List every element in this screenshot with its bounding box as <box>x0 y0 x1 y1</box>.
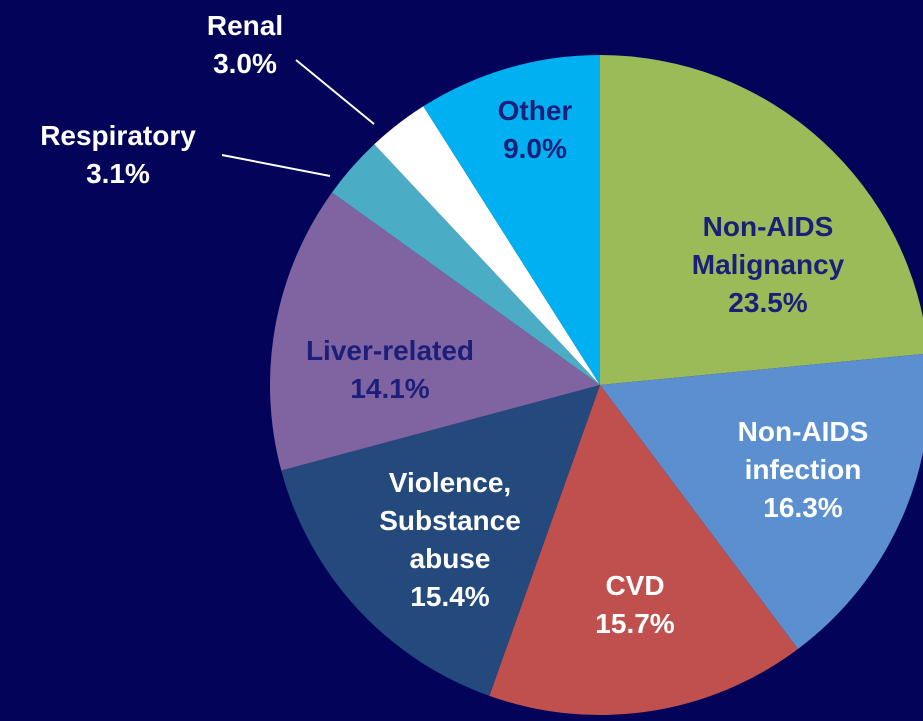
slice-label: CVD 15.7% <box>560 567 710 643</box>
value-label: 3.1% <box>86 158 150 189</box>
category-label: Renal <box>206 10 284 41</box>
category-label: Non-AIDS infection <box>737 416 869 485</box>
value-label: 15.4% <box>410 581 490 612</box>
category-label: CVD <box>605 570 665 601</box>
pie-slice <box>600 353 923 650</box>
slice-label: Non-AIDS infection 16.3% <box>703 413 903 527</box>
pie-slice <box>489 385 798 715</box>
value-label: 23.5% <box>728 287 808 318</box>
slice-label: Other 9.0% <box>460 92 610 168</box>
slice-label: Liver-related 14.1% <box>270 332 510 408</box>
leader-line <box>295 59 375 125</box>
category-label: Other <box>497 95 573 126</box>
pie-slice <box>600 55 923 385</box>
value-label: 9.0% <box>503 133 567 164</box>
slice-label: Violence, Substance abuse 15.4% <box>363 464 538 616</box>
slice-label: Respiratory 3.1% <box>8 117 228 193</box>
value-label: 15.7% <box>595 608 675 639</box>
pie-slice <box>269 192 600 471</box>
category-label: Liver-related <box>305 335 475 366</box>
pie-slice <box>423 55 600 385</box>
category-label: Non-AIDS Malignancy <box>691 211 845 280</box>
leader-line <box>221 154 331 177</box>
value-label: 14.1% <box>350 373 430 404</box>
slice-label: Renal 3.0% <box>170 7 320 83</box>
pie-slice <box>374 106 600 385</box>
value-label: 16.3% <box>763 492 843 523</box>
category-label: Respiratory <box>40 120 196 151</box>
pie-slice <box>281 385 600 696</box>
category-label: Violence, Substance abuse <box>379 467 521 574</box>
value-label: 3.0% <box>213 48 277 79</box>
slice-label: Non-AIDS Malignancy 23.5% <box>653 208 883 322</box>
pie-slice <box>331 144 600 385</box>
